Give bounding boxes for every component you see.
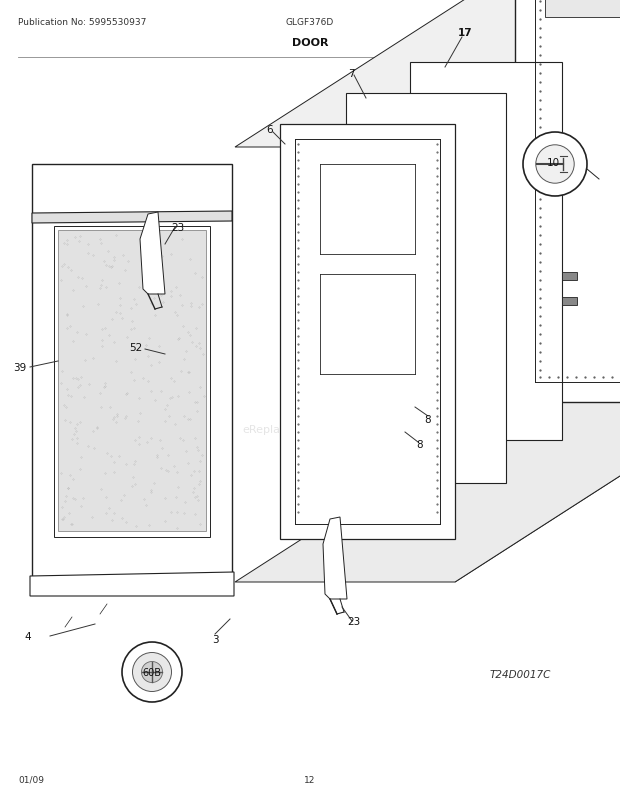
Text: 17: 17	[458, 28, 472, 38]
Text: GLGF376D: GLGF376D	[286, 18, 334, 27]
Text: 10: 10	[546, 158, 560, 168]
Text: 8: 8	[425, 415, 432, 424]
Polygon shape	[323, 517, 347, 599]
Polygon shape	[140, 213, 165, 294]
Text: 8: 8	[417, 439, 423, 449]
Text: 52: 52	[130, 342, 143, 353]
Circle shape	[523, 133, 587, 196]
Polygon shape	[515, 0, 620, 403]
Polygon shape	[455, 0, 620, 582]
Polygon shape	[545, 0, 620, 18]
Text: 23: 23	[347, 616, 361, 626]
Text: 60B: 60B	[143, 667, 161, 677]
Polygon shape	[235, 0, 620, 148]
Circle shape	[536, 146, 574, 184]
Circle shape	[141, 662, 162, 683]
Circle shape	[122, 642, 182, 702]
Text: 01/09: 01/09	[18, 775, 44, 784]
Polygon shape	[280, 125, 455, 539]
Text: eReplacementParts.com: eReplacementParts.com	[242, 424, 378, 435]
Text: Publication No: 5995530937: Publication No: 5995530937	[18, 18, 146, 27]
Polygon shape	[58, 231, 206, 532]
Polygon shape	[562, 273, 577, 281]
Text: 12: 12	[304, 775, 316, 784]
Polygon shape	[346, 94, 506, 484]
Text: T24D0017C: T24D0017C	[490, 669, 551, 679]
Circle shape	[133, 653, 172, 691]
Text: 23: 23	[171, 223, 185, 233]
Polygon shape	[562, 298, 577, 306]
Text: DOOR: DOOR	[292, 38, 328, 48]
Polygon shape	[32, 212, 232, 224]
Text: 3: 3	[211, 634, 218, 644]
Polygon shape	[30, 573, 234, 596]
Polygon shape	[54, 227, 210, 537]
Text: 39: 39	[14, 363, 27, 373]
Polygon shape	[410, 63, 562, 440]
Polygon shape	[235, 403, 620, 582]
Polygon shape	[32, 164, 232, 594]
Text: 4: 4	[25, 631, 32, 642]
Text: 6: 6	[267, 125, 273, 135]
Text: 7: 7	[348, 69, 354, 79]
